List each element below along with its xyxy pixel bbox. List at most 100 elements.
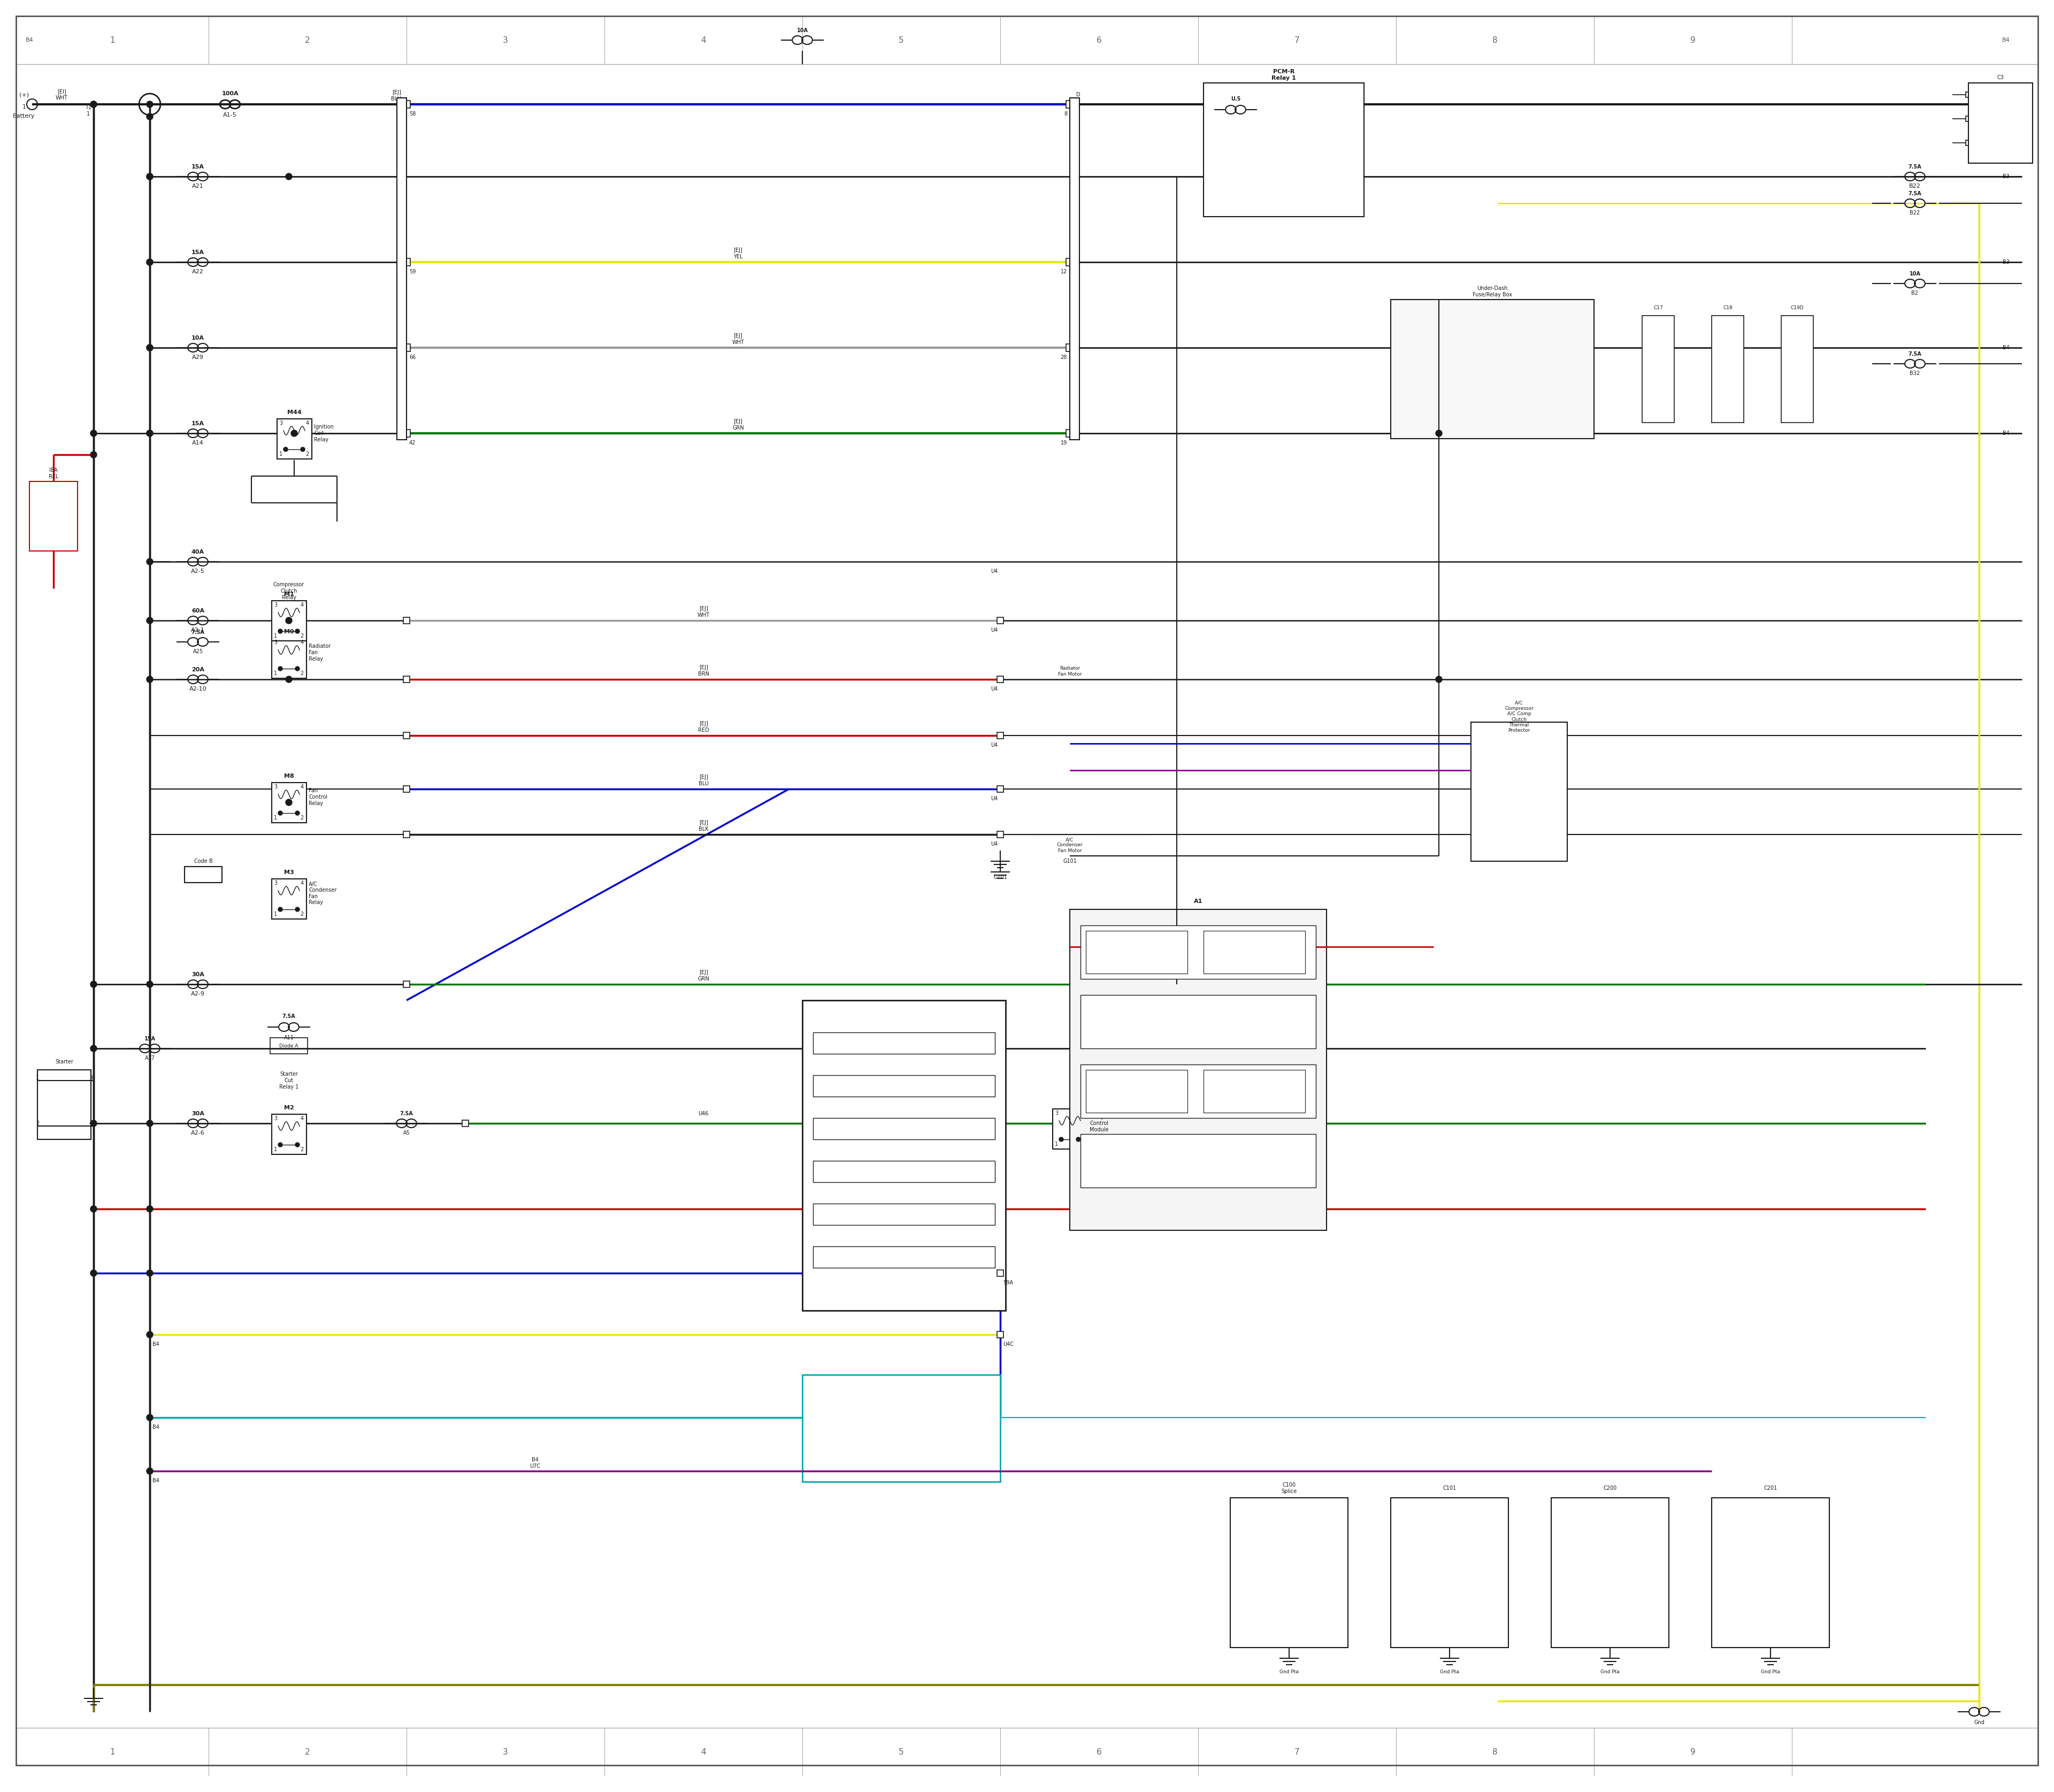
Bar [813, 1032, 994, 1054]
Bar [1080, 1064, 1317, 1118]
Bar [1204, 930, 1304, 973]
Text: B4
U7C: B4 U7C [530, 1457, 540, 1469]
Text: M3: M3 [283, 869, 294, 874]
Text: A21: A21 [193, 183, 203, 188]
Text: T1
1: T1 1 [84, 106, 92, 116]
Text: C201: C201 [1764, 1486, 1777, 1491]
Text: A29: A29 [193, 355, 203, 360]
Bar [813, 1161, 994, 1183]
Text: B4: B4 [25, 38, 33, 43]
Circle shape [286, 799, 292, 806]
Text: C100
Splice: C100 Splice [1282, 1482, 1296, 1495]
Text: A1: A1 [1193, 898, 1202, 903]
Text: B32: B32 [1910, 371, 1920, 376]
Text: Compressor
Clutch
Relay: Compressor Clutch Relay [273, 582, 304, 600]
Text: A2-5: A2-5 [191, 568, 205, 573]
Text: 4: 4 [300, 602, 304, 607]
Text: 66: 66 [409, 355, 415, 360]
Text: 2: 2 [300, 815, 304, 821]
Circle shape [277, 1143, 283, 1147]
Text: M0: M0 [283, 629, 294, 634]
Text: 9: 9 [1690, 36, 1695, 45]
Text: 1: 1 [273, 815, 277, 821]
Circle shape [146, 1468, 152, 1475]
Text: YEL: YEL [733, 254, 744, 260]
Text: 7.5A: 7.5A [191, 629, 205, 634]
Bar [803, 1000, 1006, 1310]
Bar [996, 733, 1004, 738]
Text: [EJ]: [EJ] [698, 774, 709, 780]
Text: 4: 4 [306, 421, 310, 426]
Text: 9: 9 [1690, 1747, 1695, 1756]
Text: 2: 2 [35, 1120, 39, 1125]
Bar [29, 482, 78, 550]
Bar [1711, 315, 1744, 423]
Circle shape [146, 344, 152, 351]
Text: Gnd Pta: Gnd Pta [1760, 1668, 1781, 1674]
Text: B4: B4 [152, 1478, 160, 1484]
Bar [403, 787, 409, 792]
Text: 7.5A: 7.5A [281, 1014, 296, 1020]
Text: GRN: GRN [733, 425, 744, 430]
Text: 2: 2 [306, 452, 310, 457]
Bar [1204, 1070, 1304, 1113]
Bar [1391, 1498, 1508, 1647]
Text: G101: G101 [994, 874, 1006, 880]
Text: 4: 4 [700, 1747, 707, 1756]
Text: 4: 4 [300, 880, 304, 885]
Bar [271, 878, 306, 919]
Bar [271, 783, 306, 823]
Text: D: D [1076, 335, 1080, 340]
Text: 4: 4 [300, 1116, 304, 1122]
Text: 3: 3 [273, 602, 277, 607]
Text: 30A: 30A [191, 1111, 203, 1116]
Circle shape [146, 258, 152, 265]
Circle shape [90, 980, 97, 987]
Text: A25: A25 [193, 649, 203, 654]
Text: RED: RED [698, 728, 709, 733]
Bar [1052, 1109, 1087, 1149]
Circle shape [296, 812, 300, 815]
Bar [996, 831, 1004, 837]
Circle shape [277, 629, 283, 633]
Text: 2: 2 [300, 1147, 304, 1152]
Text: B3: B3 [2003, 260, 2009, 265]
Text: A/C
Compressor
A/C Comp
Clutch
Thermal
Protector: A/C Compressor A/C Comp Clutch Thermal P… [1506, 701, 1534, 733]
Text: U4: U4 [990, 742, 998, 747]
Circle shape [146, 559, 152, 564]
Text: C17: C17 [1653, 305, 1664, 310]
Circle shape [146, 1120, 152, 1127]
Text: Radiator
Fan
Relay: Radiator Fan Relay [308, 643, 331, 661]
Text: 3: 3 [88, 1075, 92, 1081]
Circle shape [146, 430, 152, 437]
Text: M44: M44 [288, 410, 302, 416]
Text: 15A: 15A [191, 165, 203, 170]
Text: [EJ]: [EJ] [733, 247, 744, 253]
Text: Under-Dash
Fuse/Relay Box: Under-Dash Fuse/Relay Box [1473, 285, 1512, 297]
Bar [1087, 930, 1187, 973]
Text: 10A: 10A [797, 29, 807, 34]
Circle shape [296, 1143, 300, 1147]
Bar [1966, 140, 1972, 145]
Text: A2-9: A2-9 [191, 991, 205, 996]
Circle shape [296, 629, 300, 633]
Circle shape [292, 430, 298, 437]
Circle shape [296, 907, 300, 912]
Text: 8: 8 [1493, 1747, 1497, 1756]
Bar [1966, 91, 1972, 97]
Circle shape [1436, 430, 1442, 437]
Text: C3: C3 [1996, 75, 2005, 81]
Bar [462, 1120, 468, 1127]
Text: GRN: GRN [698, 977, 709, 982]
Text: U.5: U.5 [1230, 97, 1241, 102]
Bar [1551, 1498, 1668, 1647]
Text: 19: 19 [1060, 441, 1068, 446]
Text: D: D [1076, 249, 1080, 254]
Bar [271, 1115, 306, 1154]
Text: Relay
Control
Module: Relay Control Module [1089, 1115, 1109, 1133]
Text: [EJ]: [EJ] [698, 665, 709, 670]
Bar [1066, 430, 1074, 437]
Text: Radiator
Fan Motor: Radiator Fan Motor [1058, 667, 1082, 677]
Text: U4: U4 [990, 686, 998, 692]
Bar [1070, 909, 1327, 1231]
